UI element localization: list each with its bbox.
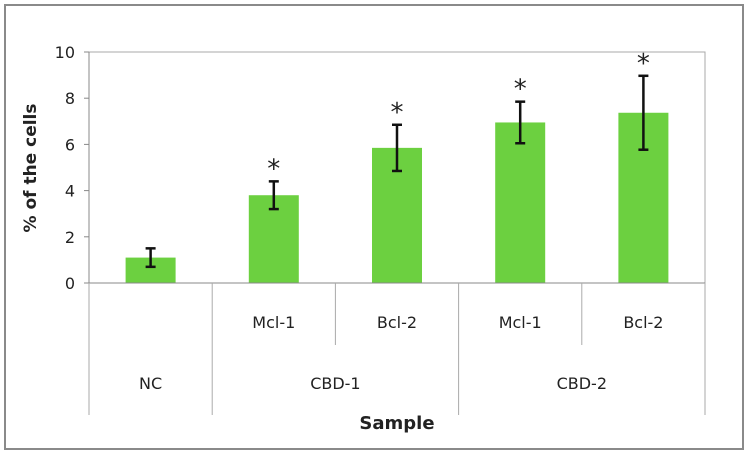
y-tick-label: 6 <box>65 135 75 154</box>
bar <box>495 122 546 283</box>
y-tick-label: 0 <box>65 274 75 293</box>
x-category-label: Mcl-1 <box>499 313 542 332</box>
x-group-label: CBD-1 <box>310 374 360 393</box>
y-tick-label: 8 <box>65 89 75 108</box>
x-category-label: Bcl-2 <box>377 313 417 332</box>
x-group-label: CBD-2 <box>557 374 607 393</box>
y-axis-label: % of the cells <box>21 103 41 232</box>
significance-asterisk: * <box>267 154 280 184</box>
significance-asterisk: * <box>391 98 404 128</box>
x-axis-label: Sample <box>359 413 434 434</box>
chart-frame <box>4 4 744 450</box>
significance-asterisk: * <box>514 75 527 105</box>
x-category-label: Mcl-1 <box>252 313 295 332</box>
y-tick-label: 2 <box>65 228 75 247</box>
x-group-label: NC <box>139 374 162 393</box>
y-tick-label: 10 <box>55 43 75 62</box>
y-tick-label: 4 <box>65 182 75 201</box>
significance-asterisk: * <box>637 49 650 79</box>
x-category-label: Bcl-2 <box>623 313 663 332</box>
